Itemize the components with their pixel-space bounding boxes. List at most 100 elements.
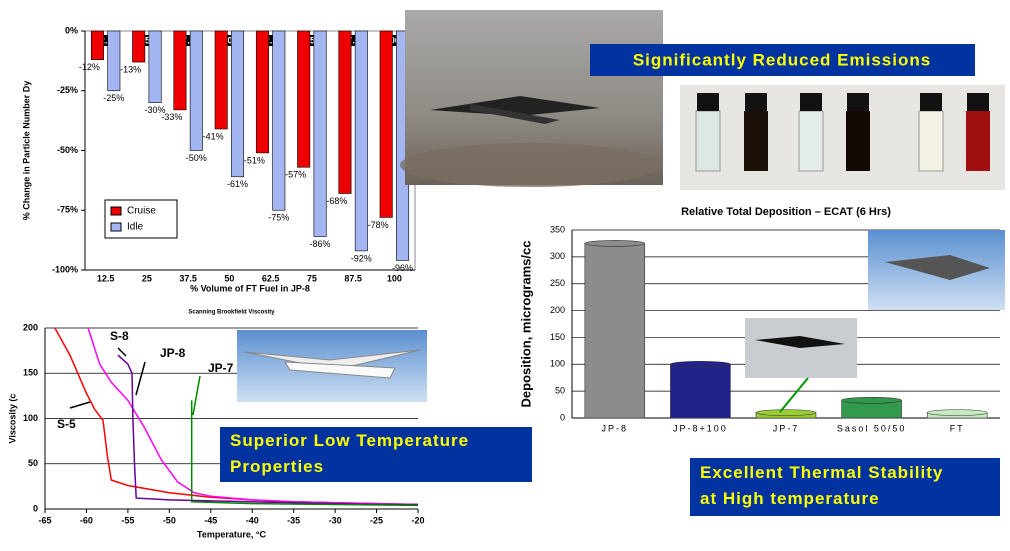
label-arrow xyxy=(69,401,91,409)
legend-label: Cruise xyxy=(127,206,156,217)
callout-text: Excellent Thermal Stability at High tempe… xyxy=(700,463,943,508)
bar xyxy=(107,30,121,92)
photo-uav xyxy=(237,330,427,402)
y-tick-label: -100% xyxy=(52,264,78,274)
x-axis-title: % Volume of FT Fuel in JP-8 xyxy=(190,283,310,293)
legend-swatch xyxy=(110,206,122,216)
value-label: -61% xyxy=(227,179,248,189)
bar xyxy=(313,30,327,237)
y-tick-label: 50 xyxy=(555,386,565,396)
y-tick-label: 150 xyxy=(23,368,38,378)
y-tick-label: -75% xyxy=(57,205,78,215)
y-tick-label: 350 xyxy=(550,224,565,234)
x-tick-label: Sasol 50/50 xyxy=(837,423,907,433)
value-label: -33% xyxy=(161,112,182,122)
value-label: -25% xyxy=(103,93,124,103)
y-tick-label: 150 xyxy=(550,332,565,342)
x-tick-label: JP-8+100 xyxy=(673,423,728,433)
x-tick-label: 62.5 xyxy=(262,273,280,283)
y-tick-label: 200 xyxy=(550,305,565,315)
x-tick-label: JP-7 xyxy=(773,423,800,433)
y-tick-label: 100 xyxy=(550,359,565,369)
y-tick-label: 0% xyxy=(65,25,78,35)
y-tick-label: -50% xyxy=(57,145,78,155)
bar xyxy=(379,30,393,218)
x-tick-label: -40 xyxy=(246,515,259,525)
y-tick-label: 0 xyxy=(560,412,565,422)
bar xyxy=(338,30,352,194)
x-tick-label: 50 xyxy=(224,273,234,283)
x-tick-label: 87.5 xyxy=(344,273,362,283)
x-tick-label: JP-8 xyxy=(602,423,629,433)
x-tick-label: 37.5 xyxy=(179,273,197,283)
y-tick-label: 0 xyxy=(33,503,38,513)
value-label: -96% xyxy=(392,263,413,273)
y-tick-label: 100 xyxy=(23,413,38,423)
x-tick-label: -20 xyxy=(411,515,424,525)
y-axis-title: % Change in Particle Number Dy xyxy=(21,81,31,221)
x-tick-label: -45 xyxy=(204,515,217,525)
label-arrow xyxy=(117,347,127,357)
value-label: -51% xyxy=(244,155,265,165)
y-axis-title: Viscosity (c xyxy=(7,394,17,444)
x-tick-label: -30 xyxy=(329,515,342,525)
x-axis-title: Temperature, °C xyxy=(197,529,266,539)
photo-fighter xyxy=(868,230,1005,310)
y-tick-label: 250 xyxy=(550,278,565,288)
legend-label: Idle xyxy=(127,222,144,233)
value-label: -78% xyxy=(368,220,389,230)
bar xyxy=(90,30,104,60)
y-tick-label: 200 xyxy=(23,322,38,332)
line xyxy=(117,354,418,506)
value-label: -92% xyxy=(351,253,372,263)
legend-swatch xyxy=(110,222,122,232)
y-axis-title: Deposition, micrograms/cc xyxy=(518,241,533,408)
x-tick-label: -35 xyxy=(287,515,300,525)
bar xyxy=(354,30,368,252)
bar xyxy=(272,30,286,211)
y-tick-label: 300 xyxy=(550,251,565,261)
value-label: -86% xyxy=(310,239,331,249)
chart-title: Relative Total Deposition – ECAT (6 Hrs) xyxy=(681,206,891,218)
bar xyxy=(231,30,245,178)
x-tick-label: -50 xyxy=(163,515,176,525)
bar-top xyxy=(755,409,817,416)
callout-text: Significantly Reduced Emissions xyxy=(633,50,931,69)
series-label: S-8 xyxy=(110,329,129,343)
x-tick-label: -65 xyxy=(38,515,51,525)
x-tick-label: -60 xyxy=(80,515,93,525)
bar-top xyxy=(670,360,731,368)
line xyxy=(87,327,419,506)
annotation-arrow xyxy=(779,377,809,413)
series-label: JP-8 xyxy=(160,346,186,360)
y-tick-label: 50 xyxy=(28,458,38,468)
value-label: -50% xyxy=(186,153,207,163)
series-label: S-5 xyxy=(57,417,76,431)
value-label: -41% xyxy=(203,131,224,141)
callout-text: Superior Low Temperature Properties xyxy=(230,431,469,476)
bar xyxy=(255,30,269,154)
x-tick-label: 25 xyxy=(142,273,152,283)
bar xyxy=(670,363,731,419)
callout-3: Excellent Thermal Stability at High tempe… xyxy=(690,458,1000,516)
bar xyxy=(173,30,187,111)
chart-title: Scanning Brookfield Viscosity xyxy=(188,310,275,316)
x-tick-label: 75 xyxy=(307,273,317,283)
photo-bomber xyxy=(400,10,663,187)
value-label: -75% xyxy=(268,213,289,223)
value-label: -57% xyxy=(285,170,306,180)
label-arrow xyxy=(135,361,146,396)
photo-bottles xyxy=(680,85,1005,190)
line xyxy=(190,400,419,507)
bar xyxy=(148,30,162,103)
bar-top xyxy=(584,240,646,247)
x-tick-label: 100 xyxy=(387,273,402,283)
value-label: -30% xyxy=(145,105,166,115)
value-label: -13% xyxy=(120,64,141,74)
label-arrow xyxy=(192,375,201,416)
bar xyxy=(132,30,146,63)
x-tick-label: -25 xyxy=(370,515,383,525)
callout-2: Superior Low Temperature Properties xyxy=(220,427,532,482)
bar xyxy=(189,30,203,151)
